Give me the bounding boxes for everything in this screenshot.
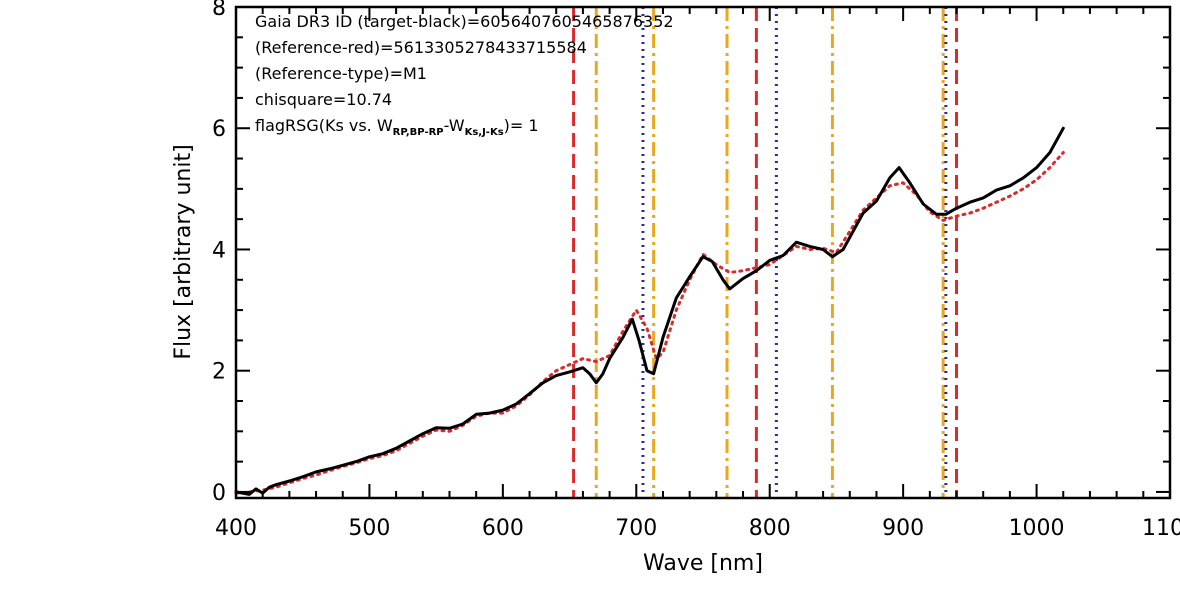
y-tick-label: 4 [212, 238, 226, 263]
annotation-flag-sub1: RP,BP-RP [393, 127, 444, 138]
x-tick-label: 800 [749, 516, 791, 541]
annotation-gaia-id: Gaia DR3 ID (target-black)=6056407605465… [255, 12, 674, 31]
x-tick-label: 500 [348, 516, 390, 541]
annotation-chisquare: chisquare=10.74 [255, 90, 392, 109]
series-lines [234, 126, 1065, 496]
x-axis-title: Wave [nm] [643, 551, 763, 576]
x-tick-label: 1000 [1009, 516, 1065, 541]
y-tick-label: 8 [212, 0, 226, 21]
plot-frame [234, 5, 1172, 500]
y-tick-label: 0 [212, 481, 226, 506]
annotation-reference-red: (Reference-red)=5613305278433715584 [255, 38, 587, 57]
x-tick-label: 700 [615, 516, 657, 541]
y-tick-label: 6 [212, 117, 226, 142]
annotation-flag-part3: )= 1 [504, 116, 539, 135]
x-tick-label: 600 [482, 516, 524, 541]
annotation-block: Gaia DR3 ID (target-black)=6056407605465… [255, 12, 674, 138]
x-tick-label: 400 [215, 516, 257, 541]
annotation-flag-part2: -W [444, 116, 465, 135]
vertical-lines [572, 7, 959, 498]
axis-ticks [235, 6, 1171, 498]
annotation-flag-rsg: flagRSG(Ks vs. WRP,BP-RP-WKs,J-Ks)= 1 [255, 116, 539, 138]
annotation-flag-sub2: Ks,J-Ks [465, 127, 504, 138]
annotation-reference-type: (Reference-type)=M1 [255, 64, 427, 83]
annotation-flag-part1: flagRSG(Ks vs. W [255, 116, 393, 135]
y-tick-label: 2 [212, 360, 226, 385]
series-line-2 [234, 151, 1065, 495]
series-line-1 [234, 126, 1065, 496]
y-axis-title: Flux [arbitrary unit] [171, 144, 196, 359]
y-tick-labels: 0 2 4 6 8 [212, 0, 226, 506]
x-tick-label: 900 [882, 516, 924, 541]
